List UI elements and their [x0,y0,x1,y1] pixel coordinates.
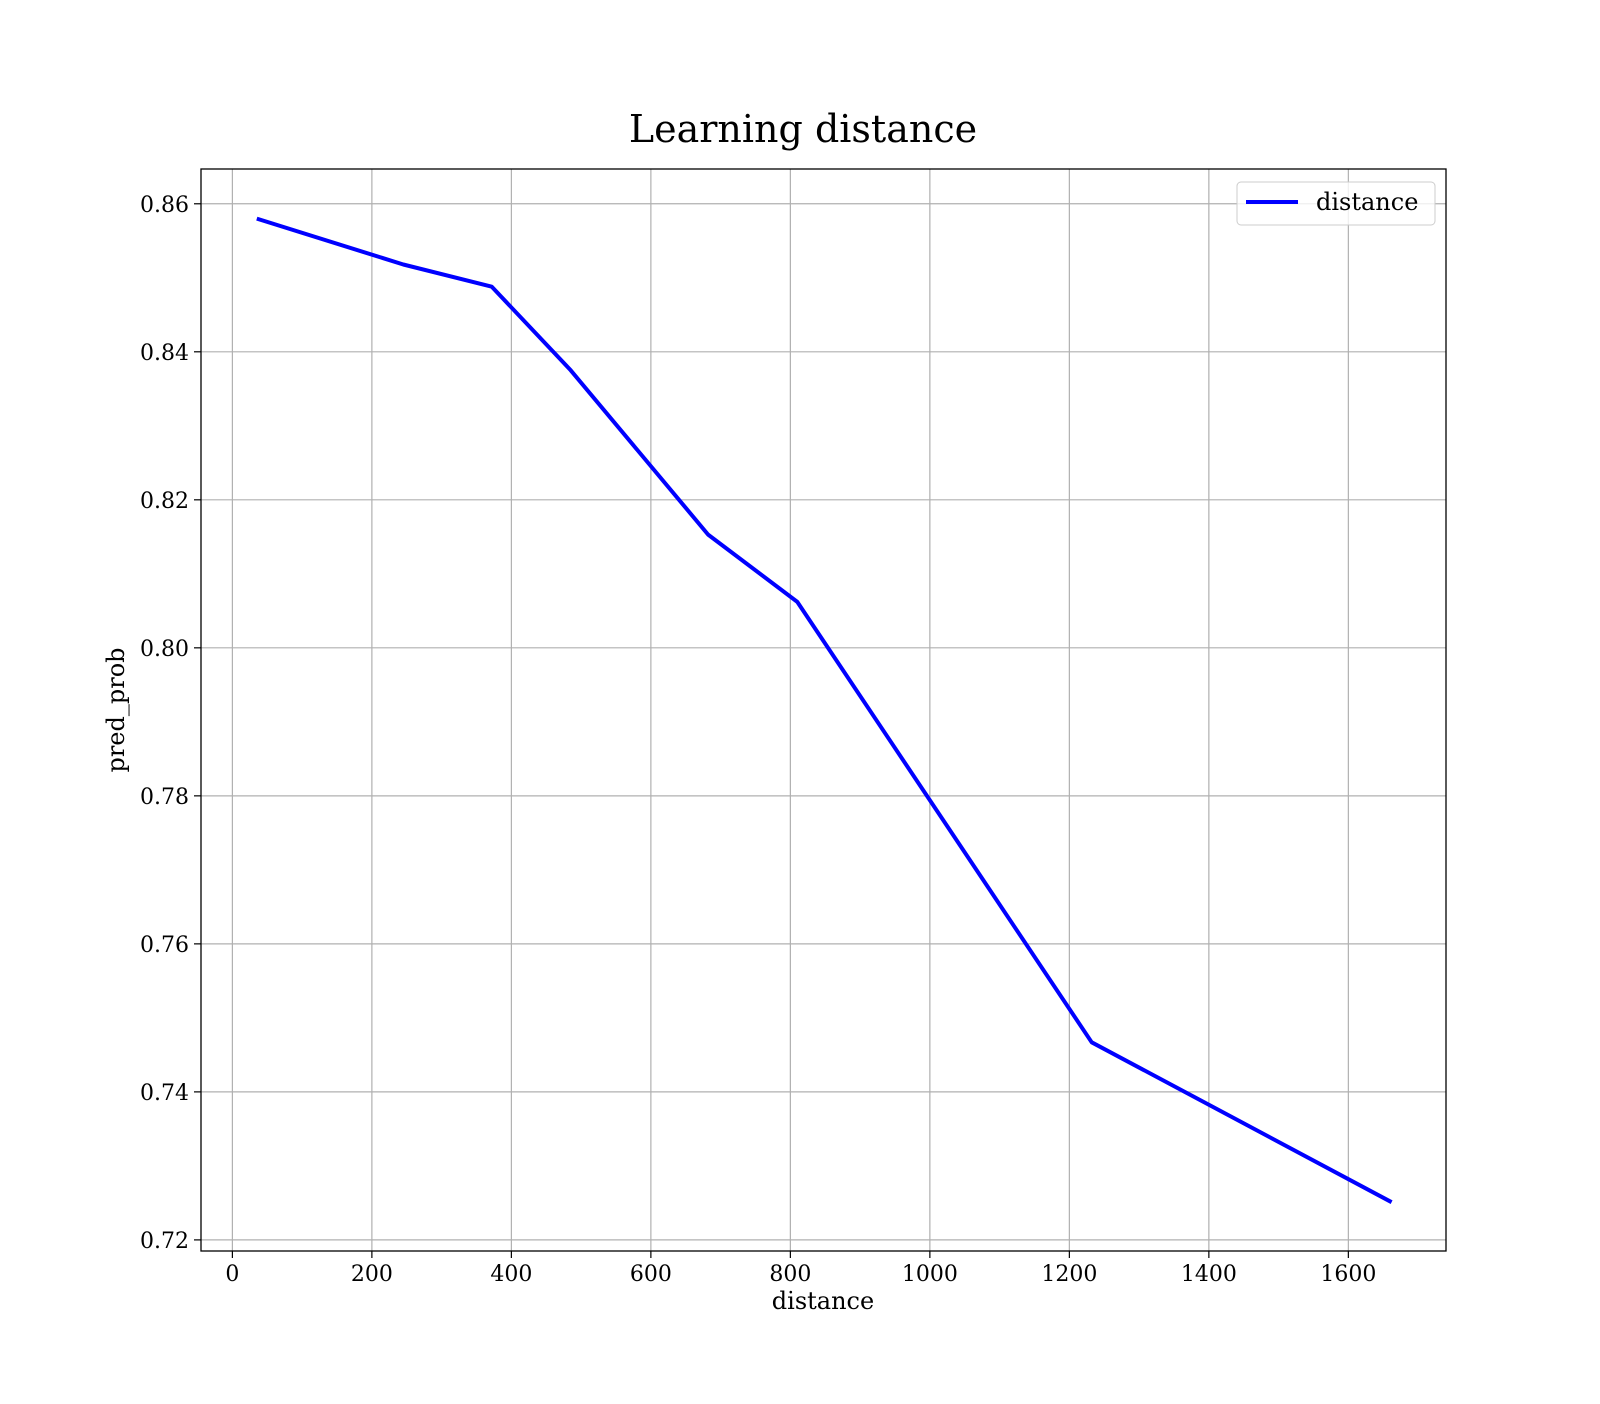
legend-entry-distance: distance [1316,188,1418,216]
plot-frame [200,168,1447,1252]
y-tick-label: 0.86 [140,193,189,218]
x-tick-label: 800 [769,1262,811,1287]
y-tick-label: 0.78 [140,785,189,810]
x-tick-label: 600 [630,1262,672,1287]
x-tick-label: 0 [225,1262,239,1287]
x-tick-label: 1200 [1041,1262,1097,1287]
y-tick-label: 0.84 [140,341,189,366]
legend-box [1236,181,1436,226]
y-tick-label: 0.82 [140,489,189,514]
x-axis: 0 200 400 600 800 1000 1200 1400 1600 [225,1251,1376,1287]
legend: distance [1236,181,1436,226]
x-tick-label: 400 [490,1262,532,1287]
y-axis: 0.72 0.74 0.76 0.78 0.80 0.82 0.84 0.86 [140,193,201,1254]
x-tick-label: 200 [351,1262,393,1287]
x-axis-label: distance [772,1287,874,1315]
y-tick-label: 0.80 [140,637,189,662]
series-layer [256,216,1393,1204]
x-tick-label: 1000 [902,1262,958,1287]
x-tick-label: 1400 [1181,1262,1237,1287]
grid [201,169,1446,1251]
y-tick-label: 0.76 [140,933,189,958]
y-axis-label: pred_prob [102,647,130,772]
x-tick-label: 1600 [1320,1262,1376,1287]
y-tick-label: 0.72 [140,1229,189,1254]
y-tick-label: 0.74 [140,1081,189,1106]
series-line-distance [256,216,1393,1204]
chart-title: Learning distance [629,107,977,151]
